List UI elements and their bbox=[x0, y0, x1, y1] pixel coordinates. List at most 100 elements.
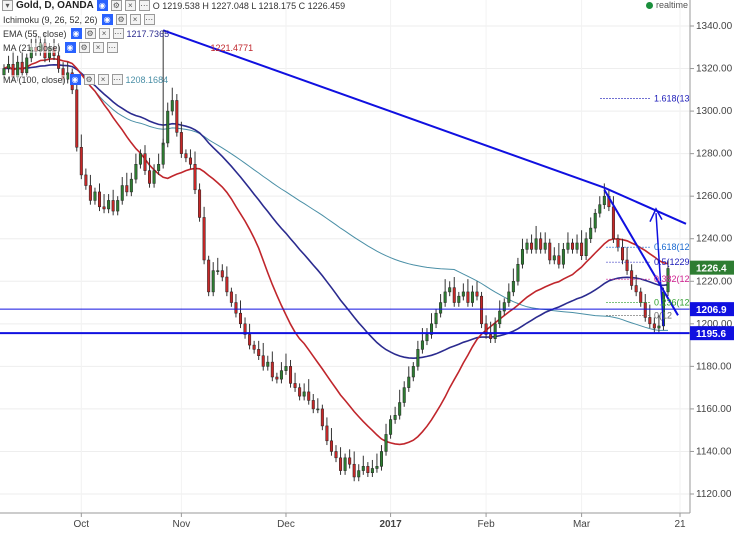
candle-body bbox=[370, 468, 374, 473]
more-icon[interactable]: ⋯ bbox=[106, 42, 118, 53]
candle-body bbox=[520, 249, 524, 265]
more-icon[interactable]: ⋯ bbox=[138, 0, 150, 11]
candle-body bbox=[202, 217, 206, 261]
candle bbox=[666, 260, 670, 297]
candle bbox=[434, 308, 438, 329]
close-icon[interactable]: × bbox=[98, 28, 110, 39]
candle-body bbox=[129, 178, 133, 193]
candle-body bbox=[566, 242, 570, 250]
candle-body bbox=[452, 287, 456, 303]
settings-icon[interactable]: ⚙ bbox=[78, 42, 90, 53]
candle bbox=[361, 455, 365, 475]
eye-icon[interactable]: ◉ bbox=[101, 14, 113, 25]
candle bbox=[439, 294, 443, 318]
candle-body bbox=[493, 323, 497, 339]
candle-body bbox=[425, 334, 429, 342]
candle bbox=[111, 189, 115, 216]
candle-body bbox=[498, 310, 502, 325]
candle bbox=[561, 242, 565, 269]
candle bbox=[389, 415, 393, 439]
fib-label: 0.236(12 bbox=[654, 298, 690, 308]
fib-levels: 1.618(13 0.618(12 0.5(1229 0.382(12 0.236(12… bbox=[600, 93, 690, 320]
candle bbox=[339, 447, 343, 475]
y-tick-label: 1260.00 bbox=[696, 191, 733, 202]
candle-body bbox=[320, 408, 324, 427]
candle-body bbox=[416, 349, 420, 367]
candle-body bbox=[511, 281, 515, 293]
candle bbox=[502, 298, 506, 316]
candle-body bbox=[461, 291, 465, 297]
settings-icon[interactable]: ⚙ bbox=[83, 74, 95, 85]
candle bbox=[643, 294, 647, 322]
candle bbox=[530, 234, 534, 254]
candle bbox=[525, 238, 529, 254]
realtime-label: realtime bbox=[655, 0, 688, 10]
candle bbox=[557, 242, 561, 269]
candle-body bbox=[25, 57, 29, 74]
candle bbox=[148, 157, 152, 188]
more-icon[interactable]: ⋯ bbox=[112, 28, 124, 39]
indicator-ema-label: EMA (55, close) bbox=[2, 28, 68, 39]
candle bbox=[416, 340, 420, 371]
candle-body bbox=[188, 157, 192, 165]
candle bbox=[384, 423, 388, 456]
candle-body bbox=[279, 370, 283, 380]
candle-body bbox=[243, 323, 247, 335]
indicator-ma100-value: 1208.1684 bbox=[125, 74, 169, 85]
candle bbox=[630, 264, 634, 290]
candle-body bbox=[384, 434, 388, 452]
eye-icon[interactable]: ◉ bbox=[96, 0, 108, 11]
candle-body bbox=[75, 89, 79, 148]
more-icon[interactable]: ⋯ bbox=[143, 14, 155, 25]
eye-icon[interactable]: ◉ bbox=[70, 28, 82, 39]
candle-body bbox=[98, 191, 102, 208]
more-icon[interactable]: ⋯ bbox=[111, 74, 123, 85]
eye-icon[interactable]: ◉ bbox=[64, 42, 76, 53]
candle bbox=[225, 266, 229, 297]
candle-body bbox=[570, 242, 574, 250]
candle-body bbox=[611, 206, 615, 239]
candle-body bbox=[270, 361, 274, 378]
candle-body bbox=[602, 195, 606, 205]
y-tick-label: 1280.00 bbox=[696, 149, 733, 160]
close-icon[interactable]: × bbox=[92, 42, 104, 53]
candle bbox=[302, 383, 306, 401]
candle bbox=[593, 208, 597, 233]
close-icon[interactable]: × bbox=[129, 14, 141, 25]
candle-body bbox=[120, 185, 124, 201]
indicator-ma100-label: MA (100, close) bbox=[2, 74, 67, 85]
candle-body bbox=[575, 242, 579, 250]
settings-icon[interactable]: ⚙ bbox=[110, 0, 122, 11]
candle-body bbox=[179, 132, 183, 154]
candle-body bbox=[648, 317, 652, 325]
candle-body bbox=[116, 200, 120, 212]
candle bbox=[430, 313, 434, 339]
settings-icon[interactable]: ⚙ bbox=[115, 14, 127, 25]
candle-body bbox=[457, 295, 461, 303]
support-price-badge-bg bbox=[690, 326, 734, 341]
close-icon[interactable]: × bbox=[97, 74, 109, 85]
candle bbox=[621, 238, 625, 265]
close-icon[interactable]: × bbox=[124, 0, 136, 11]
candle bbox=[211, 262, 215, 297]
candle-body bbox=[111, 200, 115, 212]
candle bbox=[425, 328, 429, 346]
x-tick-label: Feb bbox=[477, 519, 495, 530]
settings-icon[interactable]: ⚙ bbox=[84, 28, 96, 39]
trendlines bbox=[162, 29, 687, 326]
fib-label: 1.618(13 bbox=[654, 93, 690, 103]
candle bbox=[598, 196, 602, 218]
ma21-line bbox=[3, 57, 669, 446]
eye-icon[interactable]: ◉ bbox=[69, 74, 81, 85]
candle bbox=[266, 355, 270, 371]
candle bbox=[175, 94, 179, 137]
collapse-icon[interactable]: ▾ bbox=[2, 0, 13, 11]
candle bbox=[325, 417, 329, 446]
fib-label: 0.618(12 bbox=[654, 242, 690, 252]
candle bbox=[507, 283, 511, 307]
candle bbox=[461, 283, 465, 301]
chart-title: Gold, D, OANDA bbox=[16, 0, 94, 11]
candle bbox=[157, 153, 161, 175]
candle bbox=[248, 323, 252, 350]
